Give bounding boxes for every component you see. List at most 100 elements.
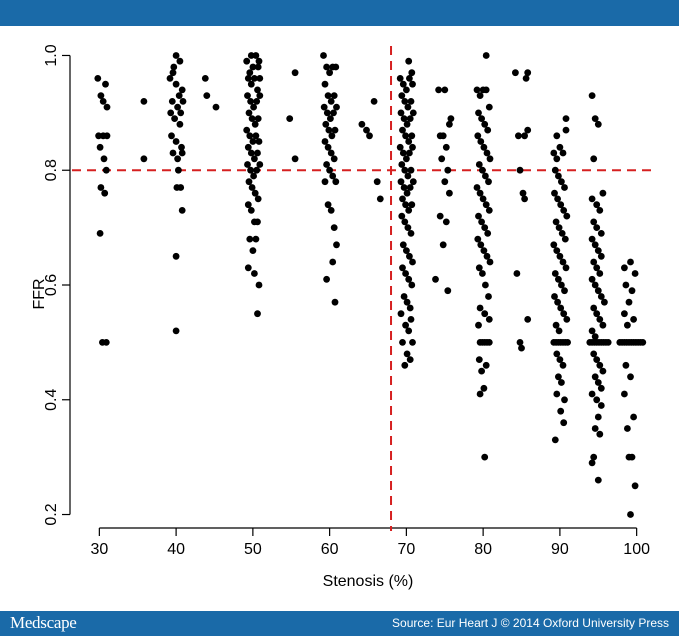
data-point: [323, 109, 331, 117]
data-point: [399, 80, 407, 88]
data-point: [203, 92, 211, 99]
data-point: [247, 80, 255, 88]
data-point: [485, 178, 492, 186]
data-point: [588, 459, 596, 467]
data-point: [102, 166, 110, 174]
data-point: [409, 80, 416, 88]
data-point: [556, 356, 564, 363]
data-point: [555, 327, 563, 335]
data-point: [399, 339, 406, 346]
data-point: [101, 189, 109, 197]
data-point: [590, 304, 598, 312]
data-point: [399, 149, 407, 157]
data-point: [590, 453, 598, 461]
data-point: [403, 298, 411, 306]
data-point: [561, 396, 568, 404]
data-point: [563, 316, 571, 323]
data-point: [447, 115, 455, 122]
data-point: [588, 327, 596, 335]
data-point: [597, 252, 605, 260]
data-point: [167, 109, 175, 117]
data-point: [480, 384, 488, 392]
data-point: [409, 109, 417, 117]
data-point: [516, 166, 524, 174]
data-point: [479, 270, 486, 277]
data-point: [559, 361, 567, 369]
x-tick-label: 60: [321, 541, 339, 558]
data-point: [590, 155, 598, 163]
data-point: [323, 161, 330, 168]
data-point: [329, 258, 337, 266]
data-point: [591, 333, 599, 340]
data-point: [407, 316, 415, 323]
data-point: [601, 298, 608, 306]
data-point: [485, 316, 493, 323]
data-point: [596, 361, 604, 369]
data-point: [403, 155, 410, 163]
data-point: [399, 264, 406, 272]
source-credit: Source: Eur Heart J © 2014 Oxford Univer…: [392, 616, 669, 630]
x-tick-label: 30: [90, 541, 108, 558]
data-point: [407, 230, 415, 237]
data-point: [323, 63, 330, 71]
data-point: [254, 63, 262, 71]
data-point: [325, 126, 333, 134]
data-point: [484, 126, 492, 134]
data-point: [554, 195, 561, 203]
data-point: [435, 86, 442, 94]
data-point: [397, 178, 405, 186]
data-point: [408, 201, 416, 209]
data-point: [556, 252, 564, 260]
data-point: [560, 207, 568, 214]
data-point: [474, 235, 482, 243]
data-point: [599, 189, 607, 197]
data-point: [409, 258, 416, 266]
x-axis: 30 40 50 60 70 80 90 100: [90, 527, 650, 558]
data-point: [550, 241, 558, 249]
data-point: [174, 103, 182, 111]
data-point: [521, 195, 528, 203]
data-point: [485, 339, 493, 346]
data-point: [551, 166, 559, 174]
data-point: [401, 361, 409, 369]
data-point: [563, 212, 571, 220]
data-point: [398, 161, 406, 168]
data-point: [482, 361, 490, 369]
data-point: [402, 132, 409, 140]
data-point: [561, 235, 569, 243]
data-point: [178, 86, 186, 94]
data-point: [244, 161, 251, 168]
data-point: [594, 413, 602, 421]
data-point: [627, 373, 634, 381]
data-point: [559, 149, 567, 157]
data-point: [552, 218, 560, 226]
data-point: [524, 69, 532, 77]
data-point: [557, 201, 565, 209]
data-point: [400, 115, 408, 122]
y-tick-label: 0.8: [43, 159, 60, 181]
data-point: [524, 316, 532, 323]
data-point: [323, 275, 330, 283]
data-point: [593, 396, 601, 404]
data-point: [408, 281, 416, 289]
data-point: [627, 258, 634, 266]
data-point: [254, 115, 262, 122]
data-point: [100, 155, 108, 163]
data-point: [403, 247, 410, 255]
data-point: [243, 126, 251, 134]
data-point: [554, 298, 561, 306]
data-point: [593, 201, 601, 209]
data-point: [249, 138, 257, 145]
data-point: [513, 270, 521, 277]
data-point: [331, 126, 339, 134]
data-point: [474, 132, 482, 140]
data-point: [251, 270, 258, 277]
header-bar: [0, 0, 679, 26]
data-point: [553, 390, 561, 398]
data-point: [482, 172, 489, 180]
data-point: [401, 218, 409, 226]
data-point: [245, 178, 253, 186]
data-point: [409, 339, 416, 346]
data-point: [596, 270, 604, 277]
data-point: [551, 270, 559, 277]
